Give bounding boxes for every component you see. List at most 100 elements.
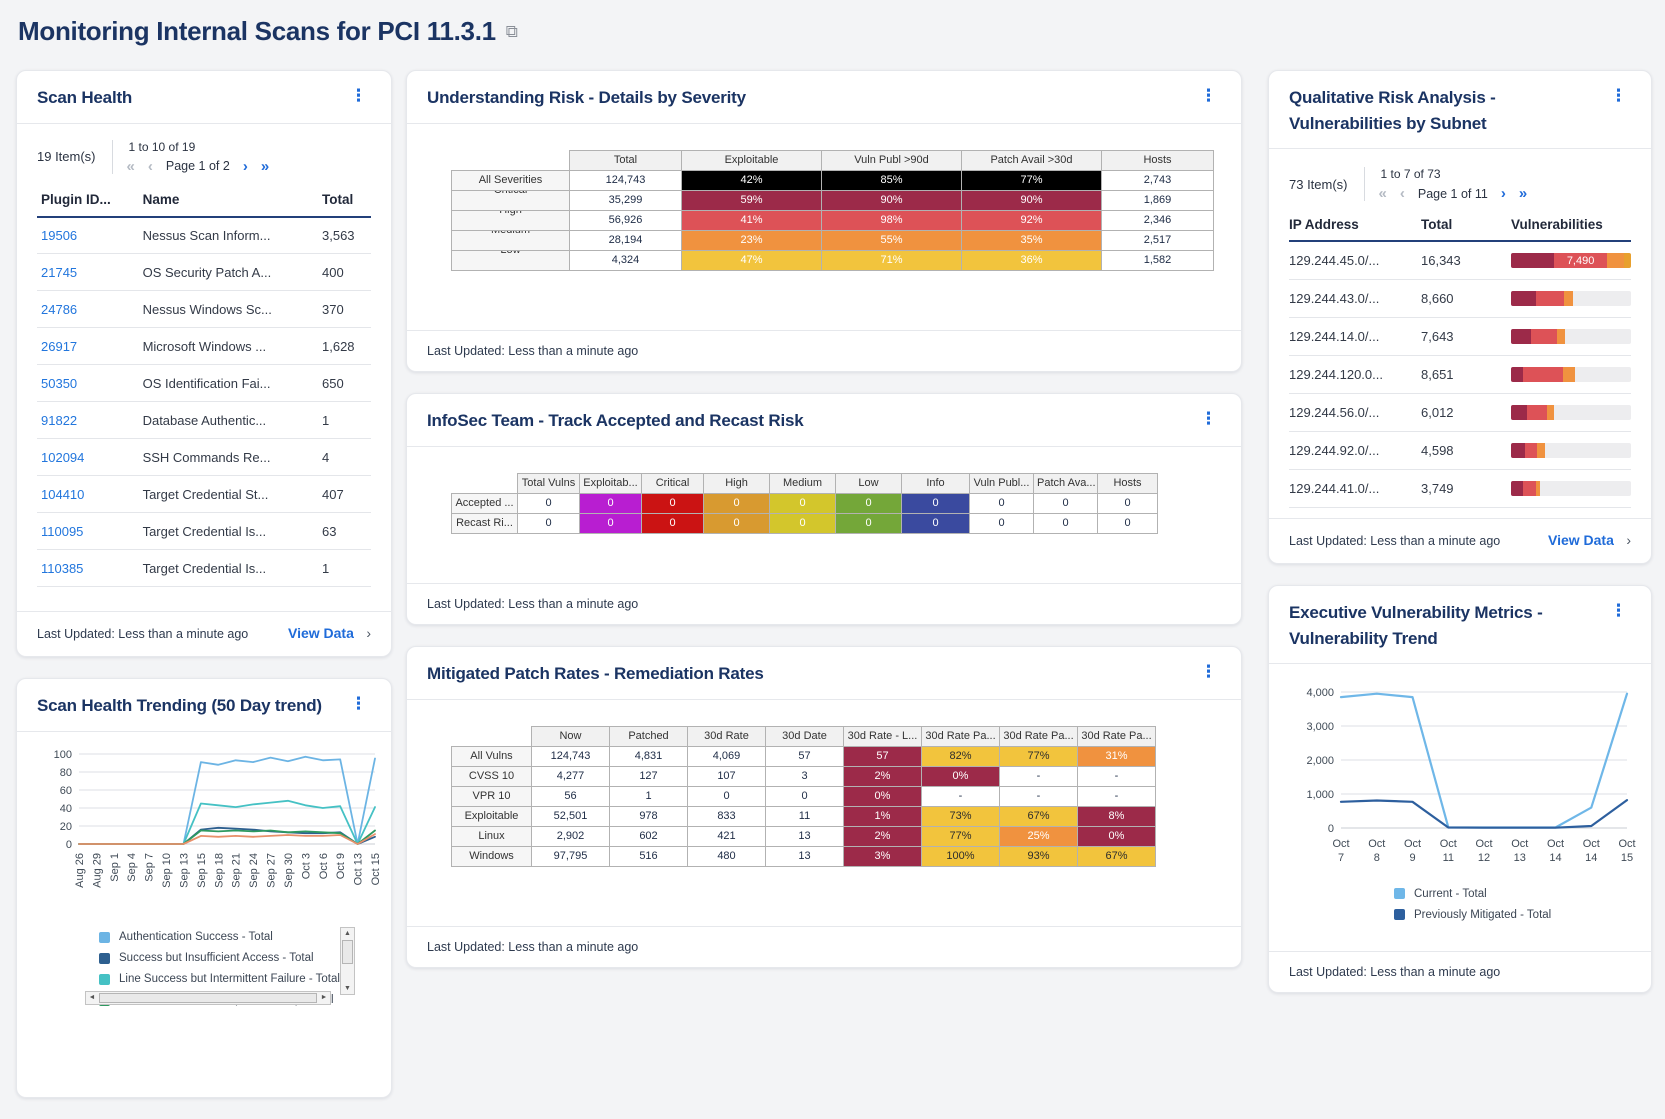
last-page-icon[interactable]: » xyxy=(260,157,270,175)
column-header[interactable]: Vulnerabilities xyxy=(1511,217,1603,232)
table-row[interactable]: 26917 Microsoft Windows ... 1,628 xyxy=(37,327,371,365)
table-row[interactable]: 91822 Database Authentic... 1 xyxy=(37,401,371,439)
matrix-cell: 1,582 xyxy=(1101,249,1214,271)
scroll-left-icon[interactable]: ◄ xyxy=(88,994,96,1001)
column-header[interactable]: IP Address xyxy=(1289,217,1359,232)
plugin-name: Microsoft Windows ... xyxy=(138,327,318,365)
subnet-table: 129.244.45.0/... 16,343 7,490 129.244.43.0/… xyxy=(1289,242,1631,508)
plugin-name: Database Authentic... xyxy=(138,401,318,439)
remediation-rates-table: Now Patched 30d Rate 30d Date 30d Rate - L..… xyxy=(427,725,1221,867)
plugin-id-link[interactable]: 102094 xyxy=(41,449,85,465)
range-text: 1 to 10 of 19 xyxy=(128,139,196,154)
prev-page-icon[interactable]: ‹ xyxy=(147,157,153,175)
table-row[interactable]: 102094 SSH Commands Re... 4 xyxy=(37,438,371,476)
page-indicator: Page 1 of 2 xyxy=(165,159,230,173)
kebab-menu-icon[interactable]: ⋮ xyxy=(1610,601,1627,620)
matrix-cell: 4,831 xyxy=(609,745,688,767)
matrix-cell: - xyxy=(921,785,1000,807)
svg-text:Sep 4: Sep 4 xyxy=(126,853,138,882)
column-header[interactable]: Total xyxy=(318,183,371,218)
plugin-id-link[interactable]: 21745 xyxy=(41,264,78,280)
last-page-icon[interactable]: » xyxy=(1518,185,1528,202)
view-data-link[interactable]: View Data xyxy=(1547,532,1614,548)
prev-page-icon[interactable]: ‹ xyxy=(1399,185,1405,202)
matrix-cell: 56,926 xyxy=(569,209,682,231)
table-row[interactable]: 24786 Nessus Windows Sc... 370 xyxy=(37,290,371,328)
horizontal-scrollbar[interactable]: ◄ ► xyxy=(85,990,331,1005)
column-header: 30d Rate - L... xyxy=(843,725,922,747)
matrix-cell: 93% xyxy=(999,845,1078,867)
severity-matrix-table: Total Exploitable Vuln Publ >90d Patch Avai… xyxy=(427,149,1221,271)
subnet-row[interactable]: 129.244.14.0/... 7,643 xyxy=(1289,318,1631,356)
subnet-total: 3,749 xyxy=(1421,481,1454,496)
kebab-menu-icon[interactable]: ⋮ xyxy=(350,86,367,105)
matrix-cell: 127 xyxy=(609,765,688,787)
plugin-id-link[interactable]: 50350 xyxy=(41,375,78,391)
table-row[interactable]: 50350 OS Identification Fai... 650 xyxy=(37,364,371,402)
chart-legend-zone: Authentication Success - Total Success bu… xyxy=(37,925,371,1009)
column-header[interactable]: Plugin ID... xyxy=(37,183,139,218)
column-header: Hosts xyxy=(1097,472,1158,494)
vertical-scrollbar[interactable]: ▲ ▼ xyxy=(340,926,355,995)
subnet-row[interactable]: 129.244.41.0/... 3,749 xyxy=(1289,470,1631,508)
table-row[interactable]: 110385 Target Credential Is... 1 xyxy=(37,549,371,587)
table-row: Low 4,324 47% 71% 36% 1,582 xyxy=(451,249,1214,271)
scroll-up-icon[interactable]: ▲ xyxy=(344,929,351,937)
kebab-menu-icon[interactable]: ⋮ xyxy=(1200,86,1217,105)
svg-text:Aug 26: Aug 26 xyxy=(74,853,86,888)
plugin-name: Nessus Scan Inform... xyxy=(138,216,318,254)
column-header[interactable]: Name xyxy=(138,183,318,218)
svg-text:Sep 7: Sep 7 xyxy=(144,853,156,882)
view-data-link[interactable]: View Data xyxy=(287,625,354,641)
kebab-menu-icon[interactable]: ⋮ xyxy=(1200,662,1217,681)
understanding-risk-panel: Understanding Risk - Details by Severity… xyxy=(406,70,1242,372)
next-page-icon[interactable]: › xyxy=(1500,185,1506,202)
subnet-row[interactable]: 129.244.92.0/... 4,598 xyxy=(1289,432,1631,470)
table-row[interactable]: 104410 Target Credential St... 407 xyxy=(37,475,371,513)
subnet-row[interactable]: 129.244.120.0... 8,651 xyxy=(1289,356,1631,394)
matrix-cell: 0 xyxy=(1097,492,1158,514)
column-header: Vuln Publ... xyxy=(969,472,1034,494)
plugin-id-link[interactable]: 19506 xyxy=(41,227,78,243)
first-page-icon[interactable]: « xyxy=(126,157,135,175)
legend-item: Current - Total xyxy=(1394,883,1631,904)
scrollbar-thumb[interactable] xyxy=(99,992,317,1003)
subnet-row[interactable]: 129.244.43.0/... 8,660 xyxy=(1289,280,1631,318)
plugin-name: OS Security Patch A... xyxy=(138,253,318,291)
svg-text:Oct 3: Oct 3 xyxy=(300,853,312,879)
plugin-id-link[interactable]: 104410 xyxy=(41,486,85,502)
plugin-id-link[interactable]: 110385 xyxy=(41,560,84,576)
scroll-down-icon[interactable]: ▼ xyxy=(344,984,351,992)
subnet-row[interactable]: 129.244.56.0/... 6,012 xyxy=(1289,394,1631,432)
legend-item: Previously Mitigated - Total xyxy=(1394,904,1631,925)
kebab-menu-icon[interactable]: ⋮ xyxy=(350,694,367,713)
matrix-cell: 0 xyxy=(901,492,970,514)
subnet-row[interactable]: 129.244.45.0/... 16,343 7,490 xyxy=(1289,242,1631,280)
table-row[interactable]: 110095 Target Credential Is... 63 xyxy=(37,512,371,550)
matrix-cell: 35,299 xyxy=(569,189,682,211)
table-row[interactable]: 19506 Nessus Scan Inform... 3,563 xyxy=(37,216,371,254)
matrix-cell: 480 xyxy=(687,845,766,867)
plugin-total: 370 xyxy=(318,290,371,328)
plugin-id-link[interactable]: 91822 xyxy=(41,412,78,428)
plugin-id-link[interactable]: 24786 xyxy=(41,301,78,317)
scrollbar-thumb[interactable] xyxy=(342,939,353,964)
svg-text:80: 80 xyxy=(60,767,72,779)
matrix-cell: 124,743 xyxy=(531,745,610,767)
matrix-cell: 2% xyxy=(843,765,922,787)
matrix-cell: 67% xyxy=(999,805,1078,827)
copy-icon[interactable]: ⧉ xyxy=(505,21,518,41)
scroll-right-icon[interactable]: ► xyxy=(320,994,328,1001)
plugin-id-link[interactable]: 26917 xyxy=(41,338,78,354)
kebab-menu-icon[interactable]: ⋮ xyxy=(1610,86,1627,105)
first-page-icon[interactable]: « xyxy=(1378,185,1387,202)
kebab-menu-icon[interactable]: ⋮ xyxy=(1200,409,1217,428)
table-row[interactable]: 21745 OS Security Patch A... 400 xyxy=(37,253,371,291)
column-header[interactable]: Total xyxy=(1421,217,1453,232)
plugin-id-link[interactable]: 110095 xyxy=(41,523,84,539)
next-page-icon[interactable]: › xyxy=(242,157,248,175)
matrix-table: Total Exploitable Vuln Publ >90d Patch Avai… xyxy=(451,149,1214,271)
matrix-cell: 0 xyxy=(835,492,902,514)
